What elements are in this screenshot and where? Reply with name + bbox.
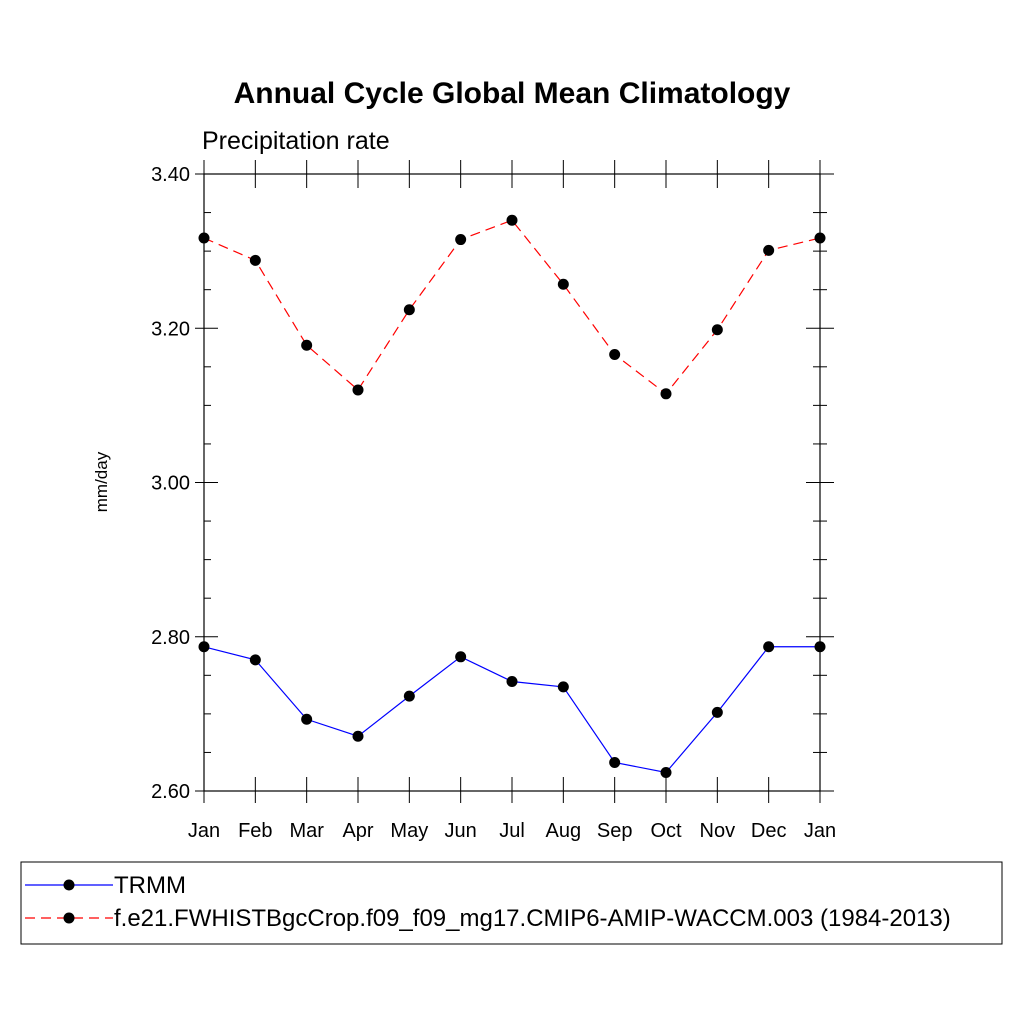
- y-tick-label: 3.00: [151, 473, 190, 495]
- x-tick-labels: Jan Feb Mar Apr May Jun Jul Aug Sep Oct Nov Dec Jan: [188, 820, 836, 842]
- legend: TRMM f.e21.FWHISTBgcCrop.f09_f09_mg17.CMI…: [20, 861, 1003, 945]
- data-point: [660, 766, 672, 778]
- chart-title: Annual Cycle Global Mean Climatology: [234, 77, 791, 110]
- series-line-1: [203, 219, 821, 395]
- series-group: [198, 214, 826, 778]
- x-tick-label: Apr: [342, 820, 373, 842]
- x-tick-label: Oct: [650, 820, 682, 842]
- data-point: [249, 654, 261, 666]
- y-tick-label: 2.60: [151, 781, 190, 803]
- x-tick-label: Feb: [238, 820, 272, 842]
- data-point: [763, 641, 775, 653]
- data-point: [609, 756, 621, 768]
- data-point: [557, 681, 569, 693]
- x-tick-label: Nov: [700, 820, 736, 842]
- data-point: [455, 651, 467, 663]
- data-point: [711, 324, 723, 336]
- y-tick-label: 3.20: [151, 318, 190, 340]
- y-axis-label: mm/day: [92, 451, 111, 512]
- legend-box: [20, 861, 1003, 945]
- data-point: [352, 384, 364, 396]
- x-tick-label: May: [390, 820, 428, 842]
- plot-frame: [203, 173, 821, 792]
- legend-label-1: f.e21.FWHISTBgcCrop.f09_f09_mg17.CMIP6-A…: [114, 905, 951, 932]
- y-tick-label: 3.40: [151, 164, 190, 186]
- x-tick-label: Aug: [546, 820, 582, 842]
- legend-entries: TRMM f.e21.FWHISTBgcCrop.f09_f09_mg17.CMI…: [25, 872, 951, 932]
- data-point: [711, 706, 723, 718]
- x-tick-label: Jan: [188, 820, 220, 842]
- y-tick-label: 2.80: [151, 627, 190, 649]
- data-point: [249, 254, 261, 266]
- data-point: [352, 730, 364, 742]
- data-point: [403, 304, 415, 316]
- data-point: [660, 388, 672, 400]
- data-point: [506, 214, 518, 226]
- data-point: [301, 713, 313, 725]
- data-point: [455, 234, 467, 246]
- x-tick-label: Dec: [751, 820, 787, 842]
- y-tick-labels: 2.60 2.80 3.00 3.20 3.40: [151, 164, 190, 803]
- chart-subtitle: Precipitation rate: [202, 127, 390, 155]
- x-tick-label: Mar: [289, 820, 324, 842]
- major-ticks: [195, 160, 834, 803]
- series-line-0: [203, 646, 820, 774]
- data-point: [557, 278, 569, 290]
- legend-label-0: TRMM: [114, 872, 186, 899]
- x-tick-label: Jan: [804, 820, 836, 842]
- data-point: [301, 339, 313, 351]
- x-tick-label: Sep: [597, 820, 633, 842]
- minor-ticks: [204, 212, 827, 753]
- legend-marker-1: [63, 912, 75, 924]
- data-point: [403, 690, 415, 702]
- x-tick-label: Jul: [499, 820, 525, 842]
- data-point: [609, 348, 621, 360]
- legend-marker-0: [63, 879, 75, 891]
- data-point: [506, 675, 518, 687]
- x-tick-label: Jun: [445, 820, 477, 842]
- data-point: [763, 244, 775, 256]
